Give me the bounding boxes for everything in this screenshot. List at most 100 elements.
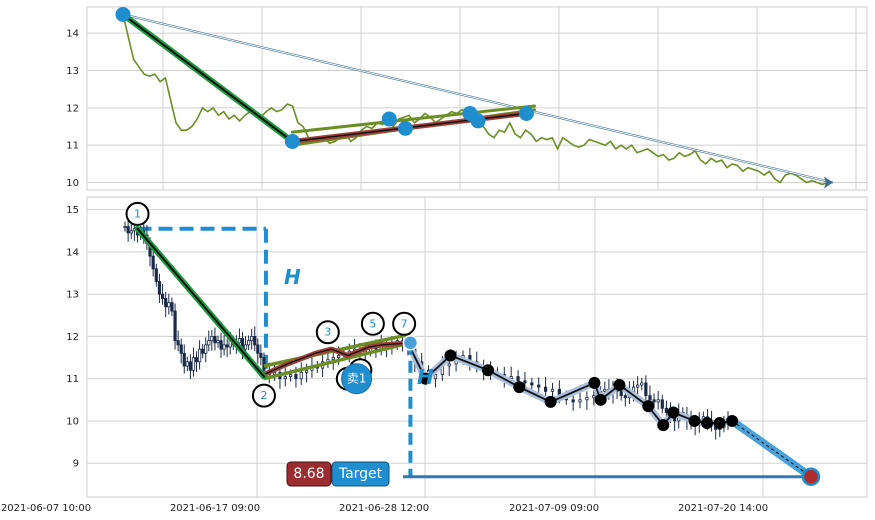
bottom-y-tick-label: 11 <box>66 374 79 385</box>
top-y-tick-label: 10 <box>66 178 79 189</box>
candle-body <box>157 281 162 295</box>
candle-body <box>433 374 438 380</box>
bottom-y-tick-label: 9 <box>73 459 79 470</box>
pivot-number-circle <box>392 311 417 336</box>
candle-body <box>283 376 287 380</box>
pivot-number-label: 2 <box>260 389 267 402</box>
projection-dot <box>642 400 655 413</box>
candle-body <box>652 399 656 403</box>
candle-body <box>123 226 127 228</box>
bottom-y-tick-label: 15 <box>66 205 79 216</box>
candle-body <box>550 388 555 392</box>
target-text-box <box>331 461 390 487</box>
pattern-leg-line <box>136 227 265 378</box>
candle-body <box>154 268 158 282</box>
candle-body <box>173 310 177 342</box>
candle-body <box>191 357 196 371</box>
top-pivot-marker <box>284 133 300 149</box>
pivot-number-circle <box>315 320 340 345</box>
candle-body <box>160 293 165 299</box>
candle-body <box>237 338 242 344</box>
projection-dot <box>544 395 557 408</box>
candle-body <box>640 382 644 386</box>
candle-body <box>664 407 668 413</box>
x-tick-label: 2021-06-28 12:00 <box>339 503 429 514</box>
top-panel: 10 11 12 13 14 <box>66 6 868 191</box>
sell-marker-label: 卖1 <box>347 372 367 386</box>
top-target-arrow-inner <box>122 13 834 184</box>
candle-body <box>603 388 607 392</box>
projection-dot <box>657 419 670 432</box>
projection-dot <box>713 417 726 430</box>
candle-body <box>182 352 186 367</box>
wedge-lower-line <box>263 341 411 381</box>
candle-body <box>222 344 226 350</box>
pattern-zigzag-core <box>263 342 411 376</box>
target-text-label: Target <box>338 466 383 482</box>
candle-body <box>204 344 208 354</box>
candle-body <box>336 355 341 358</box>
top-y-axis: 10 11 12 13 14 <box>66 29 79 189</box>
projection-dot <box>444 349 457 362</box>
bottom-plot-area <box>86 196 868 498</box>
candle-body <box>247 340 251 346</box>
pivot-number-circle <box>125 201 150 226</box>
candle-body <box>623 395 627 399</box>
h-label-upper: H <box>284 265 301 289</box>
bottom-y-tick-label: 13 <box>66 290 79 301</box>
candle-body <box>243 344 248 350</box>
candle-body <box>170 302 174 312</box>
candle-body <box>523 380 527 384</box>
candle-body <box>179 344 183 354</box>
candle-body <box>294 374 298 380</box>
top-pivot-marker <box>518 105 534 121</box>
bottom-y-tick-label: 10 <box>66 416 79 427</box>
candle-body <box>250 336 254 342</box>
projection-dot <box>482 364 495 377</box>
candle-body <box>129 230 133 234</box>
bottom-grid <box>86 197 867 497</box>
top-y-tick-label: 13 <box>66 66 79 77</box>
candle-body <box>201 348 205 354</box>
candle-body <box>219 340 223 350</box>
projection-leg-dashed <box>731 420 812 478</box>
candle-body <box>151 255 155 270</box>
candle-body <box>660 399 664 409</box>
candle-body <box>537 384 541 388</box>
x-tick-label: 2021-07-09 09:00 <box>509 503 599 514</box>
candle-body <box>305 369 309 373</box>
target-end-marker <box>801 467 821 486</box>
candle-body <box>644 382 648 396</box>
candle-body <box>176 340 180 346</box>
candle-body <box>126 226 130 234</box>
candle-body <box>213 336 217 344</box>
candle-body <box>619 390 623 396</box>
candle-body <box>447 363 451 367</box>
candle-body <box>188 361 192 371</box>
h-label-lower: H <box>417 365 434 389</box>
candle-body <box>544 386 548 392</box>
projection-dot <box>726 414 739 427</box>
top-pivot-marker <box>115 6 131 22</box>
target-value-box <box>286 461 332 487</box>
pivot-number-circle <box>251 383 276 408</box>
x-axis: 2021-06-07 10:00 2021-06-17 09:00 2021-06-… <box>1 503 768 514</box>
candle-body <box>216 340 220 344</box>
candle-body <box>516 376 520 382</box>
projection-dot <box>701 417 714 430</box>
pivot-number-label: 7 <box>401 317 408 330</box>
projection-dot <box>513 381 526 394</box>
candle-body <box>164 298 168 308</box>
candle-body <box>259 352 263 358</box>
projection-dot <box>667 406 680 419</box>
candle-body <box>256 344 260 354</box>
pivot-number-label: 1 <box>134 207 141 220</box>
candle-body <box>207 340 211 346</box>
projection-path <box>407 342 733 427</box>
bottom-plot-content: HH8.68Target123567卖1 <box>123 201 821 487</box>
candle-body <box>210 336 214 342</box>
candle-body <box>185 361 189 367</box>
candle-body <box>197 348 202 363</box>
candle-body <box>656 399 660 403</box>
